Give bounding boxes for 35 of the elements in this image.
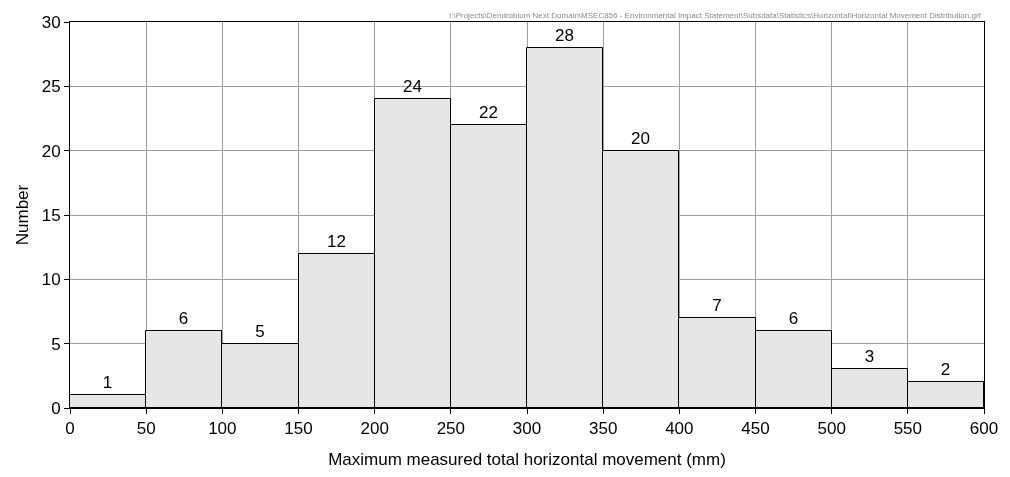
x-tick-label: 150	[284, 419, 313, 439]
y-tick-label: 0	[51, 398, 61, 418]
data-label: 6	[788, 308, 799, 328]
y-tick-label: 20	[41, 141, 61, 161]
x-tick-label: 600	[969, 419, 999, 439]
x-tick-label: 50	[136, 419, 156, 439]
text: I:\Projects\Dendrobium Next Domain\MSEC856 - Environmental Impact Statement\Subsdata\Statistics\Horizontal\Horizontal Movement Distribution.grf	[449, 11, 982, 20]
y-tick-label: 30	[41, 12, 61, 32]
x-tick-label: 350	[588, 419, 618, 439]
x-tick-label: 250	[436, 419, 466, 439]
data-label: 1	[102, 372, 113, 392]
data-label: 20	[631, 128, 650, 148]
data-label: 3	[864, 346, 875, 366]
x-tick-label: 300	[512, 419, 542, 439]
x-tick-label: 400	[665, 419, 694, 439]
data-label: 7	[712, 295, 722, 315]
y-tick-label: 15	[41, 205, 61, 225]
data-label: 28	[555, 25, 574, 45]
x-tick-label: 100	[208, 419, 237, 439]
data-label: 22	[479, 102, 498, 122]
y-tick-label: 10	[41, 270, 61, 290]
data-label: 5	[255, 321, 265, 341]
x-tick-label: 500	[817, 419, 846, 439]
x-tick-label: 450	[741, 419, 770, 439]
data-label: 2	[940, 359, 951, 379]
data-label: 6	[178, 308, 189, 328]
x-tick-label: 550	[893, 419, 923, 439]
x-tick-label: 200	[360, 419, 389, 439]
y-axis-title: Number	[13, 184, 33, 246]
y-tick-label: 5	[51, 334, 61, 354]
data-label: 24	[403, 76, 422, 96]
x-axis-title: Maximum measured total horizontal movement (mm)	[328, 449, 726, 469]
y-tick-label: 25	[41, 77, 61, 97]
x-tick-label: 0	[65, 419, 75, 439]
data-label: 12	[327, 231, 346, 251]
